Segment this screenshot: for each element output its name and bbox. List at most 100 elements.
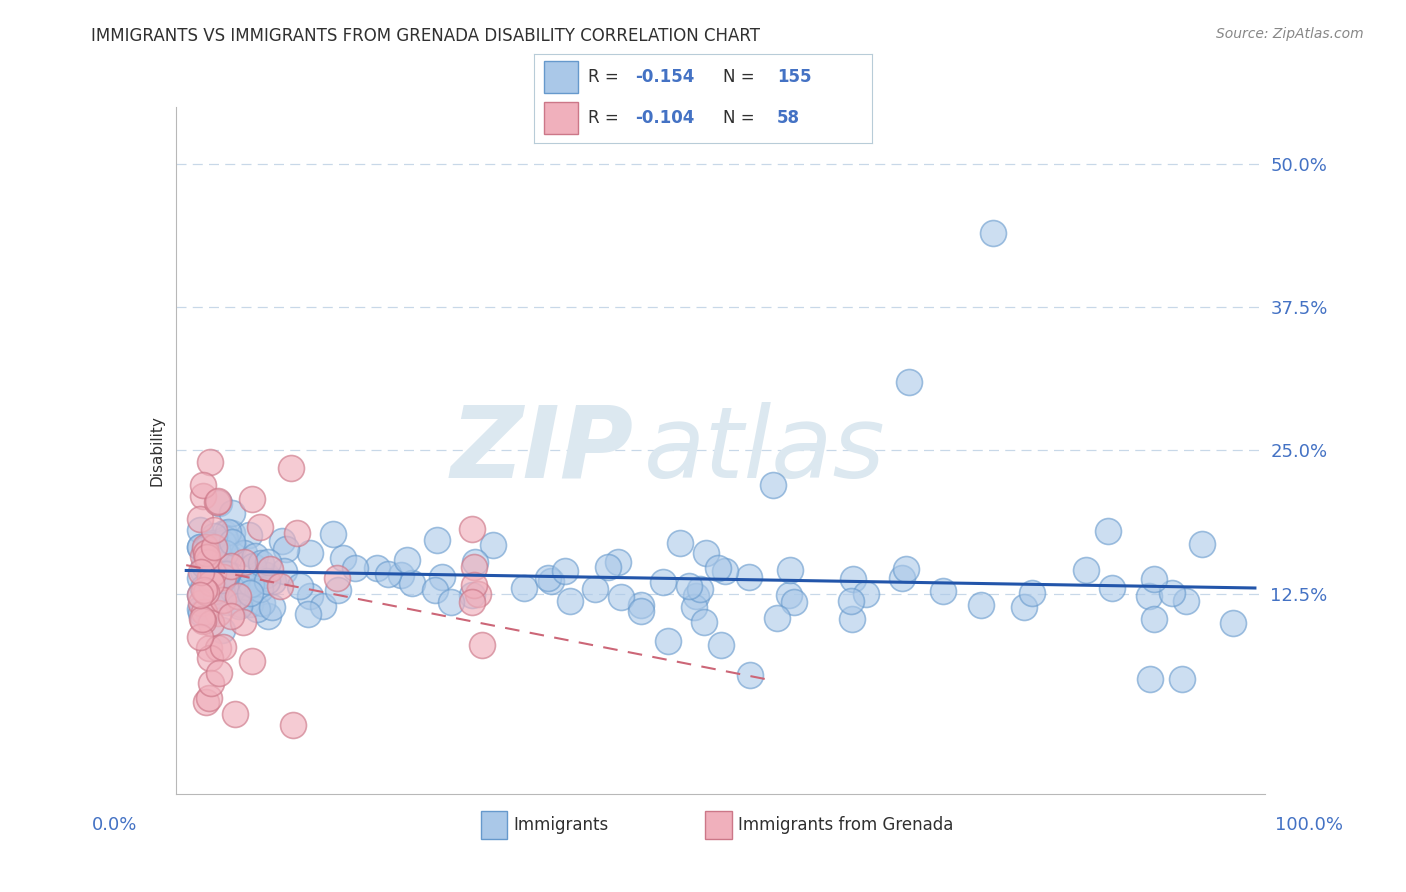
Point bbox=[200, 615, 222, 630]
Point bbox=[219, 559, 242, 574]
Text: Source: ZipAtlas.com: Source: ZipAtlas.com bbox=[1216, 27, 1364, 41]
Point bbox=[190, 606, 212, 620]
Point bbox=[190, 541, 212, 555]
Point bbox=[215, 566, 238, 581]
Point bbox=[200, 676, 222, 690]
Point bbox=[200, 576, 222, 591]
Point bbox=[463, 559, 485, 574]
Point bbox=[297, 607, 319, 621]
Point bbox=[207, 640, 229, 655]
Point bbox=[440, 595, 463, 609]
Point bbox=[198, 455, 221, 469]
Point bbox=[217, 595, 239, 609]
Point bbox=[257, 609, 280, 624]
Point bbox=[188, 541, 211, 555]
Point bbox=[198, 538, 221, 552]
Point bbox=[713, 564, 735, 578]
Point bbox=[228, 599, 250, 613]
Text: R =: R = bbox=[588, 109, 624, 127]
Point bbox=[1160, 586, 1182, 600]
Point bbox=[540, 574, 562, 588]
Point bbox=[193, 614, 215, 628]
Point bbox=[762, 478, 785, 492]
Point bbox=[202, 566, 225, 581]
Point bbox=[738, 570, 761, 584]
Point bbox=[855, 587, 877, 601]
Point bbox=[1012, 600, 1035, 615]
Text: N =: N = bbox=[723, 68, 761, 86]
Point bbox=[512, 582, 534, 596]
Point bbox=[423, 582, 446, 597]
Text: IMMIGRANTS VS IMMIGRANTS FROM GRENADA DISABILITY CORRELATION CHART: IMMIGRANTS VS IMMIGRANTS FROM GRENADA DI… bbox=[91, 27, 761, 45]
Point bbox=[195, 556, 218, 570]
Point bbox=[463, 577, 485, 591]
Point bbox=[274, 542, 297, 557]
Point bbox=[218, 588, 240, 602]
Point bbox=[219, 609, 242, 624]
Point bbox=[250, 596, 273, 610]
Point bbox=[188, 589, 211, 603]
Point bbox=[281, 718, 304, 732]
Point bbox=[366, 561, 388, 575]
Point bbox=[260, 600, 283, 615]
Point bbox=[537, 571, 560, 585]
Point bbox=[298, 546, 321, 560]
Point bbox=[894, 562, 917, 576]
Text: Immigrants: Immigrants bbox=[513, 816, 609, 834]
Point bbox=[207, 493, 229, 508]
Point bbox=[214, 575, 236, 590]
Point bbox=[207, 588, 229, 602]
Bar bbox=[544, 102, 578, 134]
Point bbox=[610, 590, 633, 604]
Point bbox=[1175, 594, 1198, 608]
Point bbox=[239, 597, 262, 611]
Point bbox=[891, 570, 914, 584]
Point bbox=[194, 584, 217, 599]
Point bbox=[211, 593, 233, 607]
Point bbox=[326, 571, 349, 585]
Point bbox=[657, 633, 679, 648]
Point bbox=[200, 569, 222, 583]
Point bbox=[198, 640, 221, 655]
Point bbox=[218, 549, 240, 564]
Point bbox=[1170, 673, 1192, 687]
Point bbox=[1101, 581, 1123, 595]
Point bbox=[211, 624, 233, 638]
Point bbox=[188, 571, 211, 585]
Point bbox=[217, 524, 239, 539]
Point bbox=[207, 606, 229, 620]
Point bbox=[377, 566, 399, 581]
Point bbox=[326, 583, 349, 598]
Point bbox=[332, 550, 354, 565]
Point bbox=[401, 576, 423, 591]
Point bbox=[195, 550, 218, 565]
Point bbox=[215, 566, 238, 580]
Point bbox=[211, 570, 233, 584]
Point bbox=[188, 602, 211, 616]
Y-axis label: Disability: Disability bbox=[149, 415, 165, 486]
Point bbox=[243, 549, 266, 564]
Point bbox=[467, 587, 489, 601]
Point bbox=[583, 582, 606, 596]
Point bbox=[461, 588, 484, 602]
Point bbox=[221, 582, 243, 596]
Point bbox=[839, 593, 862, 607]
Point bbox=[464, 555, 486, 569]
Point bbox=[215, 550, 238, 565]
Point bbox=[256, 574, 278, 588]
Point bbox=[778, 588, 800, 602]
Point bbox=[208, 540, 231, 554]
Point bbox=[256, 555, 278, 569]
Point bbox=[239, 586, 262, 600]
Point bbox=[1076, 563, 1098, 577]
Point bbox=[1137, 589, 1160, 603]
Text: atlas: atlas bbox=[644, 402, 886, 499]
Point bbox=[222, 540, 245, 554]
Point bbox=[558, 594, 581, 608]
Point bbox=[280, 460, 302, 475]
Bar bbox=[706, 811, 731, 839]
Point bbox=[193, 564, 215, 578]
Point bbox=[194, 541, 217, 556]
Point bbox=[198, 607, 221, 622]
Point bbox=[194, 540, 217, 554]
